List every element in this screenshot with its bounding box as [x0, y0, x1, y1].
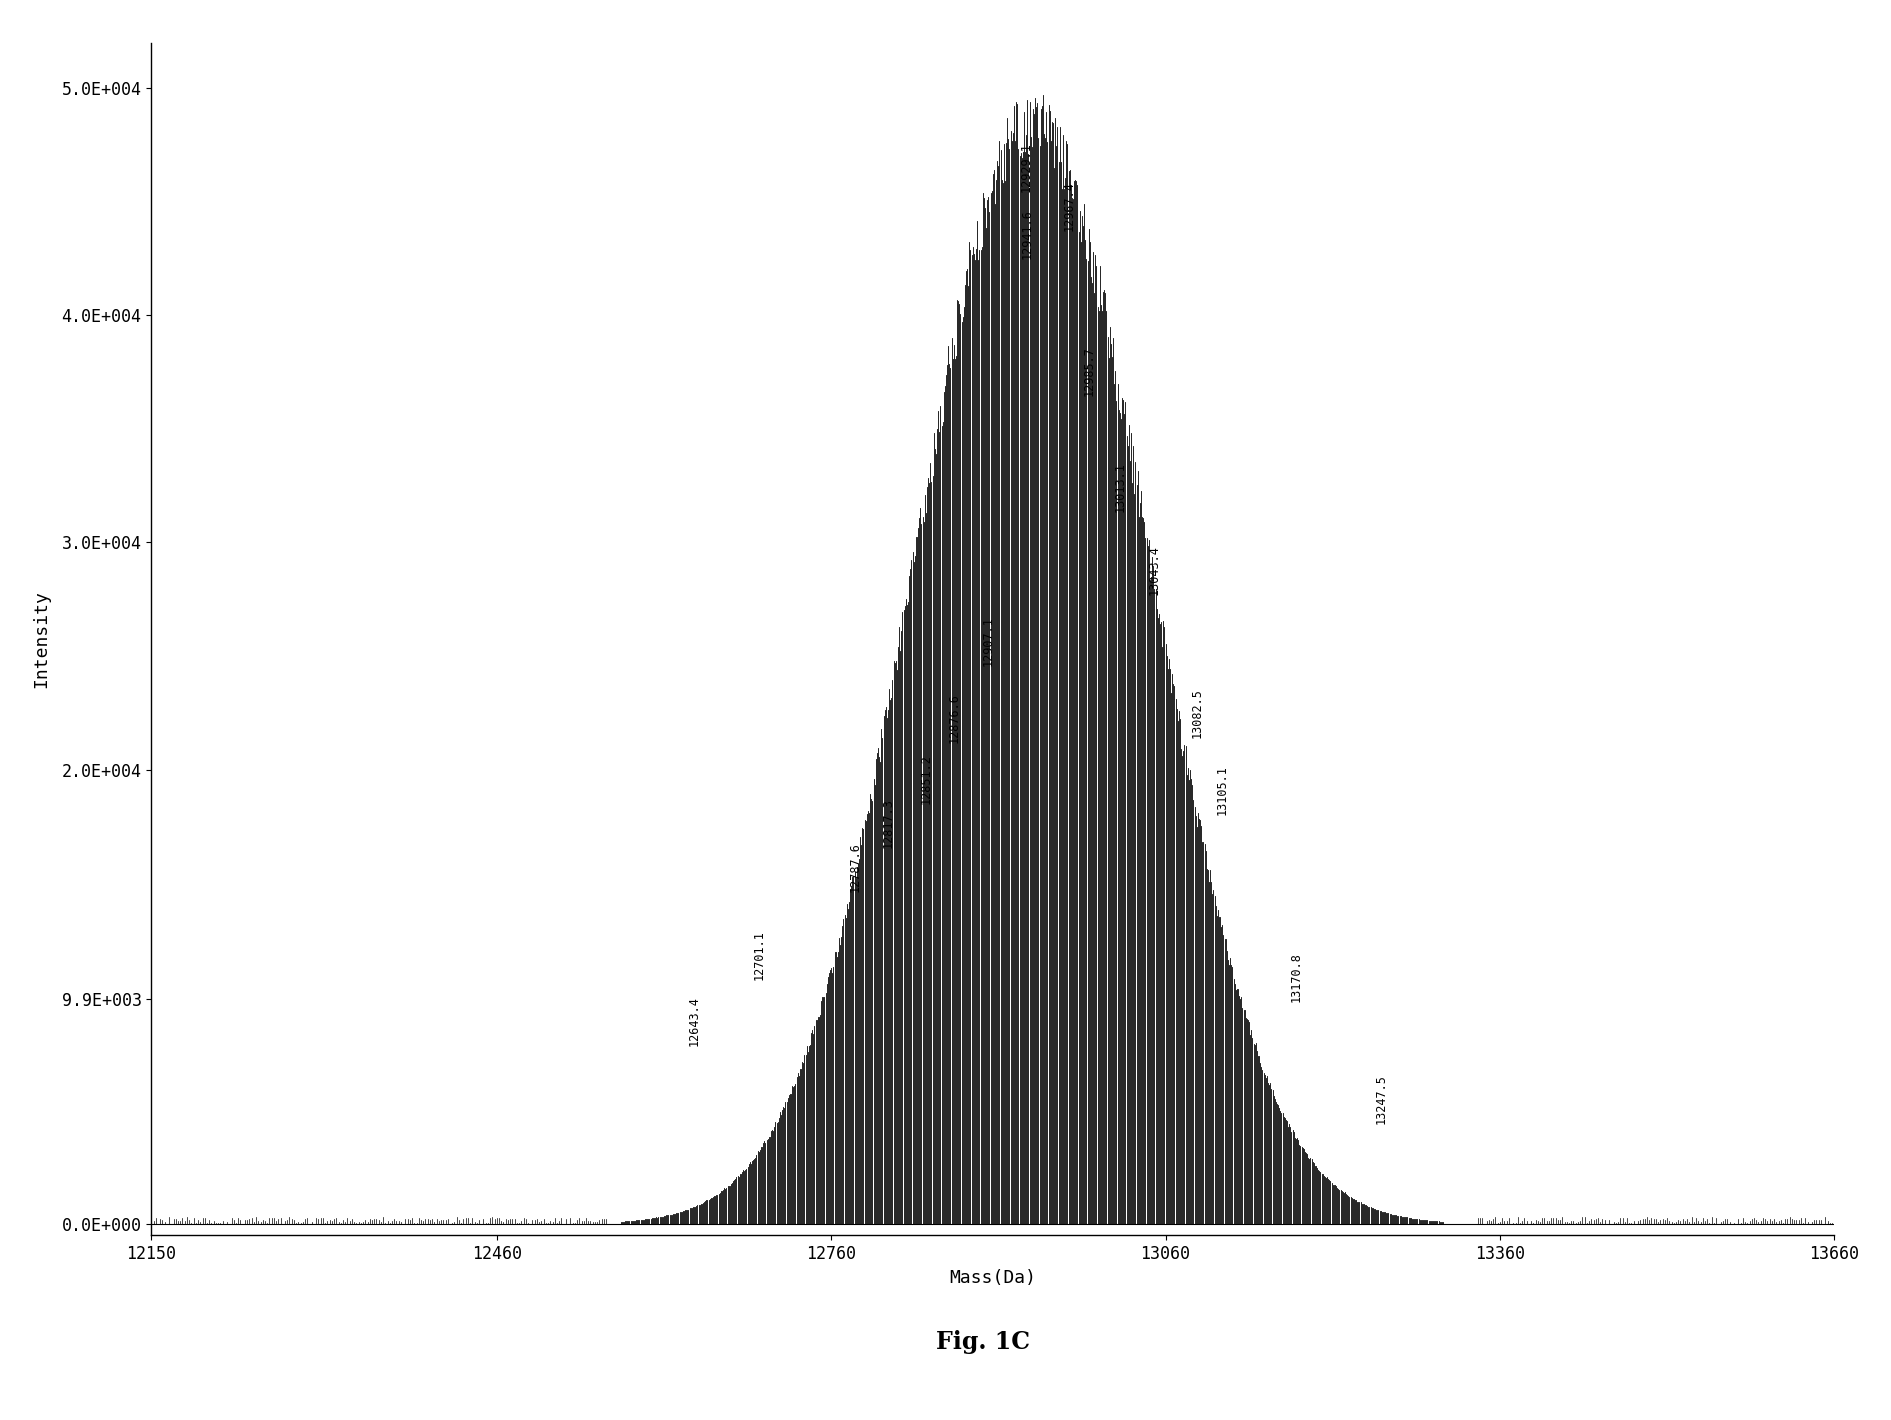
Text: 13105.1: 13105.1 — [1216, 765, 1229, 815]
Text: 12643.4: 12643.4 — [688, 997, 702, 1047]
Text: 13013.1: 13013.1 — [1114, 462, 1127, 513]
Text: 12817.3: 12817.3 — [881, 798, 894, 848]
Text: 13082.5: 13082.5 — [1191, 689, 1205, 738]
Text: 13170.8: 13170.8 — [1290, 953, 1303, 1003]
Text: 13043.4: 13043.4 — [1148, 545, 1161, 595]
Text: 13247.5: 13247.5 — [1375, 1074, 1388, 1123]
X-axis label: Mass(Da): Mass(Da) — [949, 1268, 1036, 1287]
Y-axis label: Intensity: Intensity — [32, 591, 51, 687]
Text: 12929.1: 12929.1 — [1019, 142, 1032, 193]
Text: 12967.4: 12967.4 — [1063, 182, 1076, 231]
Text: 12907.1: 12907.1 — [981, 616, 995, 666]
Text: 12787.6: 12787.6 — [849, 842, 862, 892]
Text: 12876.6: 12876.6 — [947, 693, 961, 744]
Text: 12985.7: 12985.7 — [1084, 346, 1097, 396]
Text: 12941.6: 12941.6 — [1021, 209, 1032, 258]
Text: 12701.1: 12701.1 — [753, 930, 766, 980]
Text: 12851.2: 12851.2 — [919, 754, 932, 804]
Text: Fig. 1C: Fig. 1C — [936, 1331, 1031, 1353]
